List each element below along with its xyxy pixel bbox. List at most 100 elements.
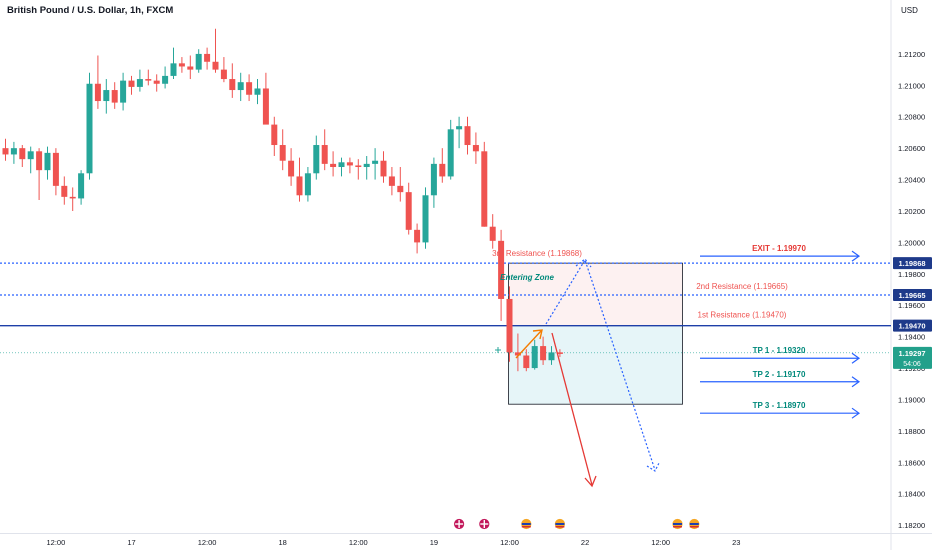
candle-body <box>422 195 429 243</box>
level-badge-r1: 1.19470 <box>898 322 925 331</box>
bearish-arrow-line <box>551 332 593 486</box>
entry-arrow-line <box>515 330 542 359</box>
tp2-label: TP 2 - 1.19170 <box>753 370 806 379</box>
us-flag-icon[interactable] <box>520 518 533 530</box>
price-tick-label: 1.19600 <box>898 301 925 310</box>
us-flag-icon[interactable] <box>688 518 701 530</box>
second-resistance-label: 2nd Resistance (1.19665) <box>696 282 788 291</box>
time-tick-label: 12:00 <box>500 538 519 547</box>
time-tick-label: 12:00 <box>349 538 368 547</box>
price-tick-label: 1.20200 <box>898 207 925 216</box>
candle-body <box>346 162 353 166</box>
us-flag-icon[interactable] <box>554 518 566 530</box>
candle-body <box>514 352 521 356</box>
candlesticks <box>2 28 563 372</box>
candle-body <box>111 90 118 103</box>
time-tick-label: 18 <box>279 538 287 547</box>
target-arrow-head <box>851 407 861 419</box>
candle-body <box>262 88 269 125</box>
candle-body <box>220 69 227 80</box>
price-tick-label: 1.18800 <box>898 427 925 436</box>
candle-body <box>397 185 404 193</box>
candle-body <box>531 346 538 369</box>
candle-body <box>304 173 311 196</box>
candle-body <box>540 346 547 361</box>
price-tick-label: 1.18600 <box>898 458 925 467</box>
candle-body <box>195 53 202 70</box>
exit-label: EXIT - 1.19970 <box>752 244 806 253</box>
candle-body <box>78 173 85 199</box>
candle-body <box>162 75 169 84</box>
candle-body <box>69 196 76 199</box>
candle-body <box>489 226 496 241</box>
candle-body <box>178 63 185 67</box>
level-badge-r2: 1.19665 <box>898 291 925 300</box>
us-flag-icon[interactable] <box>671 518 684 530</box>
time-tick-label: 12:00 <box>47 538 66 547</box>
price-tick-label: 1.18400 <box>898 490 925 499</box>
candle-body <box>86 83 93 174</box>
time-tick-label: 23 <box>732 538 740 547</box>
candle-body <box>548 352 555 361</box>
price-tick-label: 1.18200 <box>898 521 925 530</box>
candle-body <box>271 124 278 146</box>
time-tick-label: 17 <box>127 538 135 547</box>
uk-flag-icon[interactable] <box>478 518 491 530</box>
candle-body <box>321 145 328 164</box>
us-flag-stripe <box>673 523 682 525</box>
candle-body <box>187 66 194 70</box>
price-tick-label: 1.20400 <box>898 176 925 185</box>
price-tick-label: 1.20600 <box>898 144 925 153</box>
us-flag-stripe <box>673 526 682 528</box>
candle-body <box>498 240 505 299</box>
candle-body <box>212 61 219 70</box>
candle-body <box>430 163 437 196</box>
projection-path <box>545 258 656 471</box>
candle-body <box>472 145 479 152</box>
candle-body <box>145 79 152 81</box>
candle-body <box>439 163 446 177</box>
price-tick-label: 1.20800 <box>898 113 925 122</box>
chart-title: British Pound / U.S. Dollar, 1h, FXCM <box>7 5 174 16</box>
annotations: 3rd Resistance (1.19868) 2nd Resistance (… <box>492 244 861 488</box>
candle-body <box>94 83 101 102</box>
candle-body <box>246 82 253 95</box>
us-flag-stripe <box>689 526 699 528</box>
candle-body <box>52 152 59 186</box>
candle-body <box>279 145 286 161</box>
candle-body <box>330 163 337 168</box>
price-axis[interactable]: 1.21200 1.21000 1.20800 1.20600 1.20400 1.202… <box>893 50 932 530</box>
time-tick-label: 12:00 <box>651 538 670 547</box>
target-arrow-head <box>851 250 861 262</box>
us-flag-stripe <box>555 523 565 525</box>
candle-body <box>10 148 17 155</box>
time-tick-label: 22 <box>581 538 589 547</box>
candle-body <box>254 88 261 95</box>
candle-body <box>44 152 51 171</box>
candle-body <box>2 148 9 155</box>
target-arrow-head <box>851 376 861 388</box>
candle-body <box>338 162 345 168</box>
sell-zone <box>508 262 683 327</box>
current-price-badge: 1.19297 <box>898 349 925 358</box>
uk-flag-icon[interactable] <box>453 518 466 530</box>
candle-body <box>556 352 563 354</box>
us-flag-stripe <box>689 523 699 525</box>
candle-body <box>456 126 463 130</box>
candle-body <box>523 355 530 369</box>
candle-body <box>464 126 471 146</box>
us-flag-stripe <box>521 523 531 525</box>
entering-zone-label: Entering Zone <box>500 273 554 282</box>
projection-arrow-head <box>646 462 660 472</box>
candle-body <box>414 229 421 243</box>
time-axis[interactable]: 12:00 17 12:00 18 12:00 19 12:00 22 12:00 23 <box>47 518 741 548</box>
candle-body <box>296 176 303 196</box>
us-flag-stripe <box>555 526 565 528</box>
entry-arrow-head <box>532 329 543 340</box>
price-tick-label: 1.21000 <box>898 81 925 90</box>
candle-body <box>120 80 127 103</box>
tp1-label: TP 1 - 1.19320 <box>753 346 806 355</box>
first-resistance-label: 1st Resistance (1.19470) <box>698 311 787 320</box>
